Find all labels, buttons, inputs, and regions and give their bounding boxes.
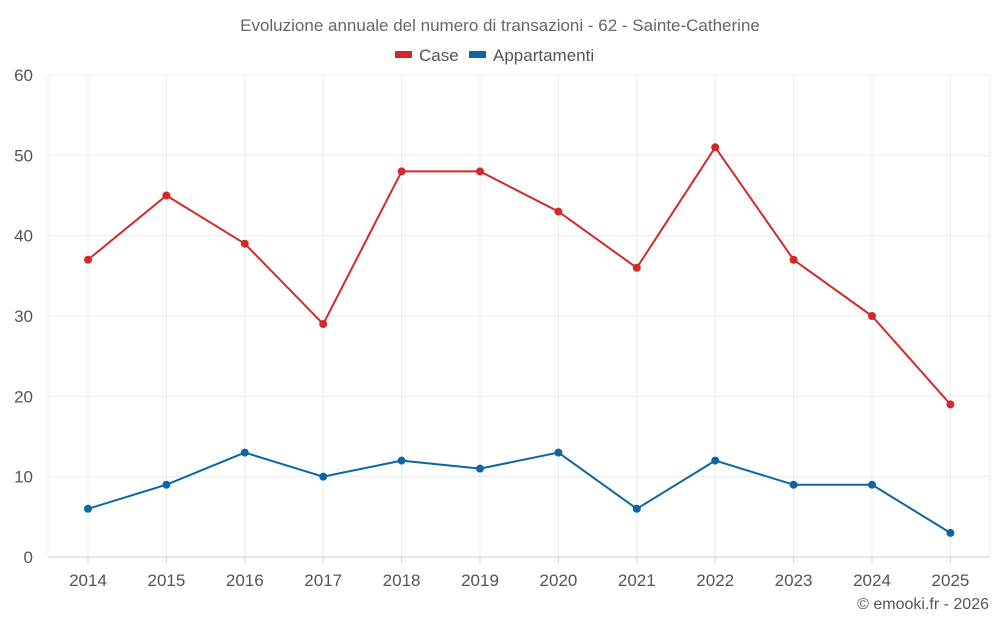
data-point-appartamenti-2021[interactable] [632, 504, 641, 513]
data-point-case-2019[interactable] [476, 167, 484, 176]
x-tick-label-2024: 2024 [853, 571, 891, 590]
data-point-case-2015[interactable] [162, 191, 171, 200]
y-axis: 0 10 20 30 40 50 60 [14, 66, 33, 567]
legend-label-case: Case [419, 46, 459, 65]
x-tick-label-2019: 2019 [461, 571, 499, 590]
legend-item-case[interactable]: Case [395, 46, 459, 65]
legend: Case Appartamenti [395, 46, 594, 65]
series-line-appartamenti [87, 451, 951, 534]
data-point-appartamenti-2023[interactable] [789, 480, 798, 489]
data-point-case-2022[interactable] [711, 143, 720, 152]
legend-swatch-case [395, 51, 412, 58]
credit-label: © emooki.fr - 2026 [857, 596, 989, 613]
x-tick-label-2021: 2021 [618, 571, 656, 590]
data-point-appartamenti-2015[interactable] [162, 480, 171, 489]
x-axis: 2014 2015 2016 2017 2018 2019 2020 2021 2022 2023… [48, 556, 990, 590]
data-point-case-2021[interactable] [632, 263, 641, 272]
x-tick-label-2020: 2020 [539, 571, 577, 590]
legend-item-appartamenti[interactable]: Appartamenti [469, 46, 594, 65]
x-tick-label-2014: 2014 [69, 571, 107, 590]
data-point-case-2025[interactable] [946, 400, 955, 409]
x-tick-label-2016: 2016 [226, 571, 264, 590]
y-tick-label-0: 0 [24, 548, 33, 567]
x-tick-label-2025: 2025 [931, 571, 969, 590]
legend-swatch-appartamenti [469, 51, 486, 58]
y-tick-label-30: 30 [14, 307, 33, 326]
data-point-case-2020[interactable] [554, 207, 563, 216]
data-point-appartamenti-2025[interactable] [946, 528, 955, 537]
gridlines [47, 74, 991, 557]
x-tick-label-2022: 2022 [696, 571, 734, 590]
data-point-appartamenti-2022[interactable] [711, 456, 720, 465]
data-point-appartamenti-2016[interactable] [240, 448, 249, 457]
y-tick-label-60: 60 [14, 66, 33, 85]
y-tick-label-40: 40 [14, 227, 33, 246]
data-point-case-2014[interactable] [84, 255, 92, 264]
data-point-case-2017[interactable] [319, 320, 328, 329]
y-tick-label-20: 20 [14, 387, 33, 406]
y-tick-label-50: 50 [14, 146, 33, 165]
chart-title: Evoluzione annuale del numero di transaz… [240, 16, 760, 35]
x-tick-label-2017: 2017 [304, 571, 342, 590]
data-point-appartamenti-2019[interactable] [476, 464, 484, 473]
x-tick-label-2018: 2018 [383, 571, 421, 590]
legend-label-appartamenti: Appartamenti [493, 46, 594, 65]
data-point-appartamenti-2020[interactable] [554, 448, 563, 457]
y-tick-label-10: 10 [14, 468, 33, 487]
data-point-case-2023[interactable] [789, 255, 798, 264]
data-point-case-2024[interactable] [868, 312, 876, 320]
data-point-case-2018[interactable] [397, 167, 406, 176]
data-point-appartamenti-2024[interactable] [868, 480, 876, 489]
data-point-appartamenti-2018[interactable] [397, 456, 406, 465]
data-point-appartamenti-2014[interactable] [84, 504, 92, 513]
x-tick-label-2023: 2023 [775, 571, 813, 590]
data-point-appartamenti-2017[interactable] [319, 472, 328, 481]
series [84, 143, 955, 537]
data-point-case-2016[interactable] [240, 239, 249, 248]
x-tick-label-2015: 2015 [147, 571, 185, 590]
series-line-case [87, 146, 952, 406]
